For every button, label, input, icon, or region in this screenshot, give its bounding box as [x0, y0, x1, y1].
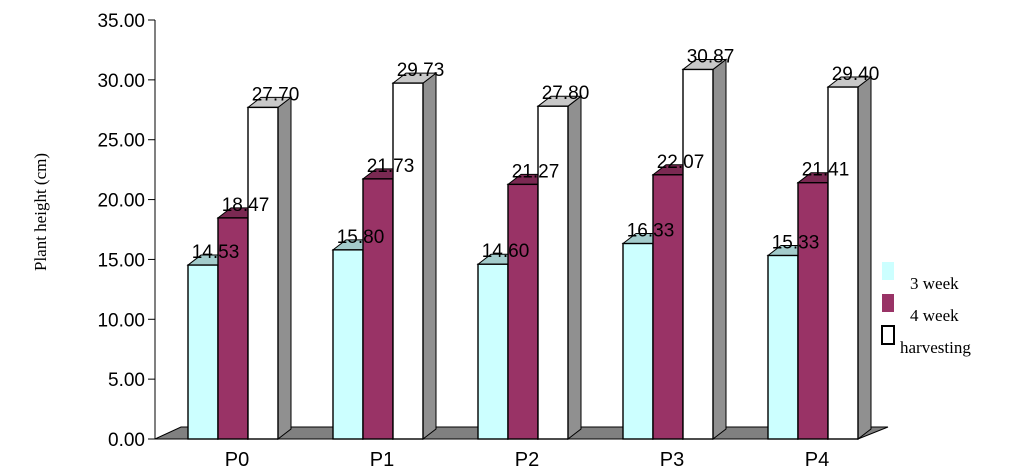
- x-tick-label: P4: [805, 449, 829, 470]
- bar-p3-harvesting: [681, 58, 728, 441]
- bar-p4-harvesting: [826, 76, 873, 441]
- data-labels: 14.53 18.47 27.70 15.80 21.73 29.73 14.60 21.27…: [192, 46, 880, 263]
- y-axis-title: Plant height (cm): [31, 153, 50, 271]
- bars: [186, 58, 873, 441]
- legend-swatch: [882, 262, 894, 280]
- x-tick-label: P3: [660, 449, 684, 470]
- legend: 3 week 4 week harvesting: [881, 262, 971, 357]
- bar-p0-harvesting: [246, 96, 293, 441]
- x-tick-label: P1: [370, 449, 394, 470]
- data-label: 15.80: [337, 227, 385, 248]
- legend-swatch: [881, 325, 895, 345]
- y-tick-label: 30.00: [97, 71, 145, 92]
- legend-swatch: [882, 294, 894, 312]
- y-tick-label: 25.00: [97, 131, 145, 152]
- data-label: 29.73: [397, 60, 445, 81]
- bar-p1-harvesting: [391, 72, 438, 441]
- legend-label: 3 week: [910, 274, 959, 293]
- y-axis: 0.00 5.00 10.00 15.00 20.00 25.00 30.00 35.00: [97, 11, 156, 451]
- x-tick-label: P2: [515, 449, 539, 470]
- data-label: 21.41: [802, 160, 850, 181]
- bar-p2-harvesting: [536, 95, 583, 441]
- data-label: 30.87: [687, 46, 735, 67]
- data-label: 14.60: [482, 241, 530, 262]
- y-tick-label: 10.00: [97, 310, 145, 331]
- x-tick-label: P0: [225, 449, 249, 470]
- data-label: 29.40: [832, 64, 880, 85]
- x-axis-labels: P0 P1 P2 P3 P4: [225, 449, 829, 470]
- legend-label: harvesting: [900, 338, 971, 357]
- data-label: 14.53: [192, 242, 240, 263]
- data-label: 22.07: [657, 152, 705, 173]
- y-tick-label: 20.00: [97, 191, 145, 212]
- y-tick-label: 5.00: [108, 370, 145, 391]
- y-tick-label: 0.00: [108, 430, 145, 451]
- data-label: 21.27: [512, 161, 560, 182]
- data-label: 27.80: [542, 83, 590, 104]
- y-tick-label: 35.00: [97, 11, 145, 32]
- data-label: 15.33: [772, 232, 820, 253]
- data-label: 16.33: [627, 221, 675, 242]
- y-tick-label: 15.00: [97, 250, 145, 271]
- data-label: 18.47: [222, 195, 270, 216]
- legend-label: 4 week: [910, 306, 959, 325]
- data-label: 21.73: [367, 156, 415, 177]
- data-label: 27.70: [252, 84, 300, 105]
